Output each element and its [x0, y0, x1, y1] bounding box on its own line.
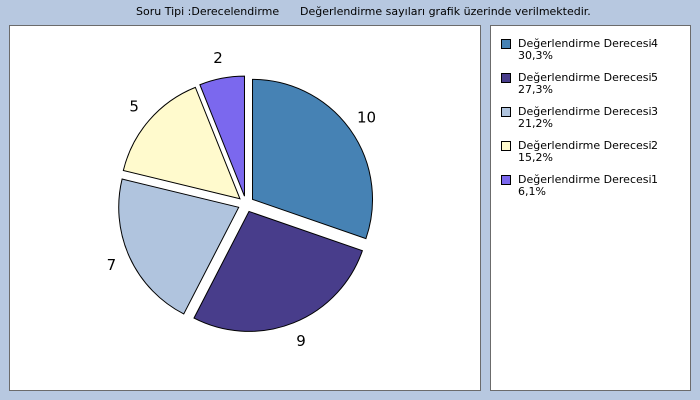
legend-percent: 21,2% [518, 117, 553, 130]
legend-label: Değerlendirme Derecesi [518, 173, 652, 186]
pie-slice [199, 75, 245, 197]
legend-swatch [501, 107, 511, 117]
legend-rank: 3 [651, 105, 658, 118]
slice-value-label: 10 [357, 109, 376, 127]
legend-rank: 1 [651, 173, 658, 186]
legend-swatch [501, 73, 511, 83]
legend-label: Değerlendirme Derecesi [518, 71, 652, 84]
legend-label: Değerlendirme Derecesi [518, 139, 652, 152]
slice-value-label: 7 [107, 256, 117, 274]
slice-value-label: 5 [129, 98, 139, 116]
legend-rank: 5 [651, 71, 658, 84]
legend-panel: Değerlendirme Derecesi 4 30,3% Değerlend… [490, 25, 691, 391]
pie-slice [118, 178, 240, 315]
pie-chart-panel: 10 9 7 5 2 [9, 25, 481, 391]
legend-swatch [501, 141, 511, 151]
legend-swatch [501, 39, 511, 49]
legend-percent: 30,3% [518, 49, 553, 62]
pie-slice [193, 210, 364, 332]
question-type-label: Soru Tipi :Derecelendirme [136, 5, 280, 18]
legend-label: Değerlendirme Derecesi [518, 37, 652, 50]
chart-note: Değerlendirme sayıları grafik üzerinde v… [300, 5, 591, 18]
pie-slice [122, 86, 241, 200]
pie-chart: 10 9 7 5 2 [107, 49, 377, 350]
chart-header: Soru Tipi :Derecelendirme Değerlendirme … [0, 0, 700, 22]
legend-percent: 6,1% [518, 185, 546, 198]
legend-rank: 2 [651, 139, 658, 152]
slice-value-label: 2 [213, 49, 223, 67]
slice-value-label: 9 [296, 332, 306, 350]
legend-swatch [501, 175, 511, 185]
pie-slice [252, 78, 373, 240]
legend-rank: 4 [651, 37, 658, 50]
legend-label: Değerlendirme Derecesi [518, 105, 652, 118]
legend-percent: 27,3% [518, 83, 553, 96]
legend-percent: 15,2% [518, 151, 553, 164]
